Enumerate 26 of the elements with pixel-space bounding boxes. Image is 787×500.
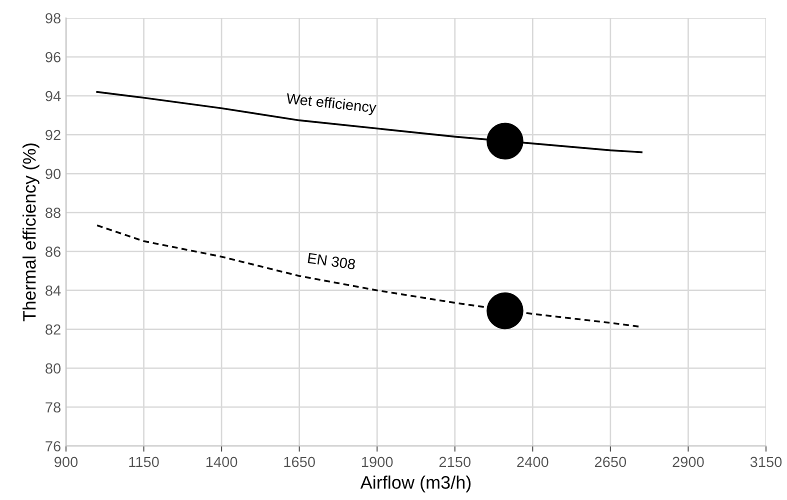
y-tick-label: 88 — [46, 208, 61, 218]
x-tick-label: 3150 — [750, 456, 782, 468]
y-axis-title: Thermal efficiency (%) — [22, 143, 40, 322]
x-axis-title: Airflow (m3/h) — [360, 476, 471, 492]
text: EN 308 — [308, 252, 356, 270]
x-tick-label: 1150 — [129, 456, 159, 468]
y-tick-label: 82 — [46, 324, 60, 335]
x-tick-label: 2150 — [439, 456, 471, 468]
text: Wet efficiency — [286, 92, 377, 116]
y-tick-label: 90 — [46, 168, 61, 180]
y-tick-label: 96 — [46, 52, 60, 62]
y-tick-label: 80 — [46, 363, 61, 374]
y-tick-label: 92 — [46, 130, 60, 140]
x-tick-label: 900 — [54, 456, 78, 468]
y-tick-label: 84 — [46, 285, 61, 296]
y-tick-label: 98 — [46, 13, 61, 24]
y-tick-label: 78 — [46, 402, 61, 413]
x-tick-label: 2900 — [672, 456, 704, 468]
x-tick-label: 2650 — [594, 456, 626, 468]
y-tick-label: 86 — [46, 246, 60, 257]
x-tick-label: 1900 — [362, 456, 393, 468]
y-tick-label: 94 — [46, 90, 61, 102]
x-tick-label: 1650 — [284, 456, 315, 468]
x-tick-label: 2400 — [517, 456, 548, 468]
y-tick-label: 76 — [46, 441, 60, 452]
x-tick-label: 1400 — [206, 456, 238, 468]
